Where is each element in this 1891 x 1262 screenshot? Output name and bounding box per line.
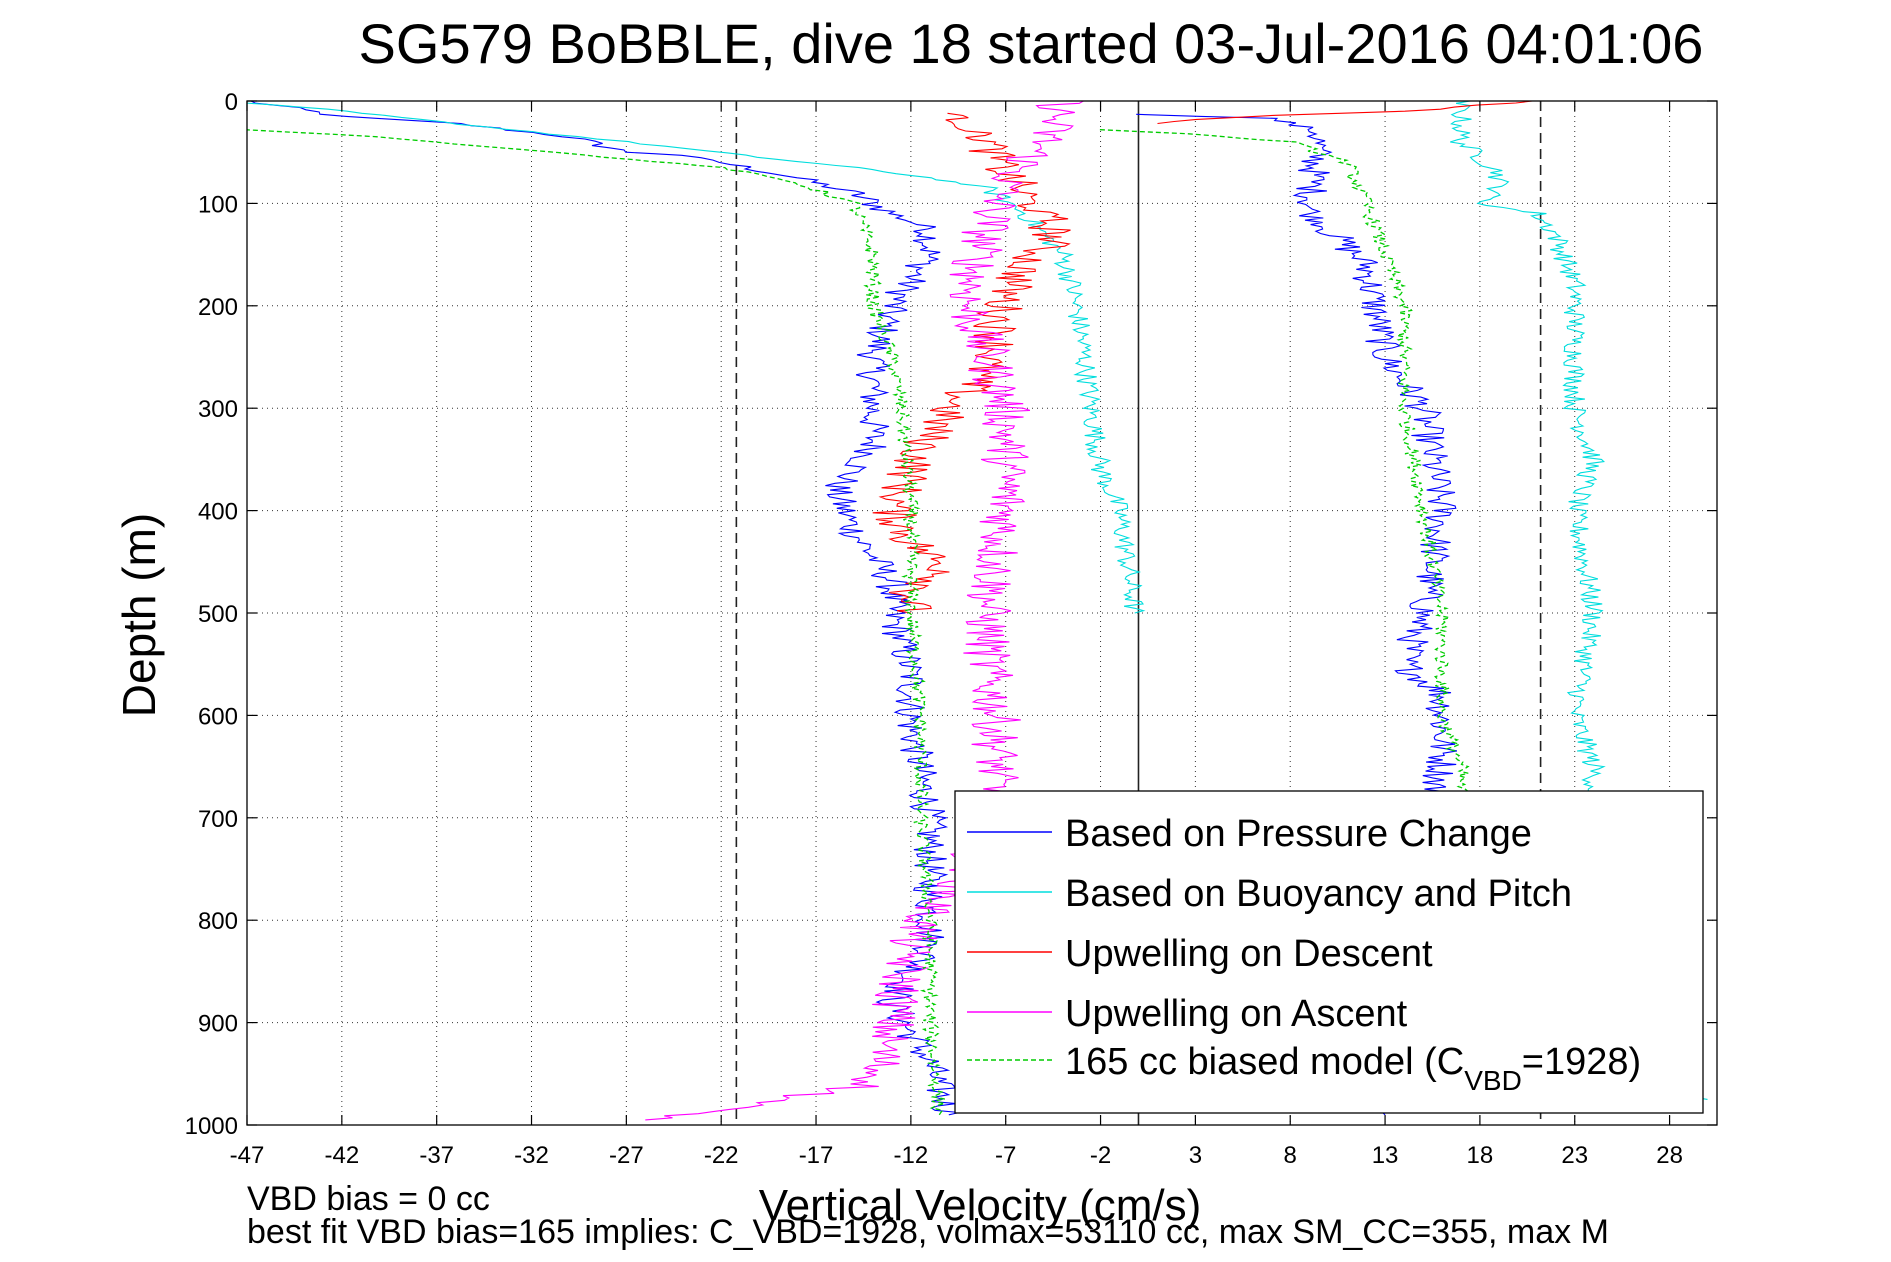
x-tick-label: -12 xyxy=(894,1142,929,1169)
legend-label-2: Upwelling on Descent xyxy=(1065,933,1433,975)
chart-title: SG579 BoBBLE, dive 18 started 03-Jul-201… xyxy=(359,12,1704,75)
legend-label-0: Based on Pressure Change xyxy=(1065,813,1532,855)
x-tick-label: -22 xyxy=(704,1142,739,1169)
footnote-best-fit: best fit VBD bias=165 implies: C_VBD=192… xyxy=(247,1213,1609,1251)
y-tick-label: 0 xyxy=(225,89,238,116)
x-tick-label: 23 xyxy=(1561,1142,1588,1169)
y-tick-label: 900 xyxy=(198,1011,238,1038)
legend: Based on Pressure Change Based on Buoyanc… xyxy=(954,790,1704,1114)
y-tick-label: 500 xyxy=(198,601,238,628)
footnote-vbd-bias: VBD bias = 0 cc xyxy=(247,1180,490,1218)
x-tick-label: -47 xyxy=(230,1142,265,1169)
x-tick-label: -32 xyxy=(514,1142,549,1169)
series-line-4 xyxy=(247,129,945,1116)
legend-label-3: Upwelling on Ascent xyxy=(1065,993,1408,1035)
y-tick-label: 200 xyxy=(198,294,238,321)
x-tick-label: -17 xyxy=(799,1142,834,1169)
x-tick-label: -7 xyxy=(995,1142,1016,1169)
y-tick-label: 300 xyxy=(198,396,238,423)
x-tick-label: -42 xyxy=(324,1142,359,1169)
x-tick-label: 8 xyxy=(1284,1142,1297,1169)
x-tick-label: -2 xyxy=(1090,1142,1111,1169)
axes-frame xyxy=(246,100,1718,1126)
y-tick-label: 400 xyxy=(198,499,238,526)
series-line-0 xyxy=(250,101,960,1116)
y-tick-label: 100 xyxy=(198,191,238,218)
series-line-1 xyxy=(247,102,1146,614)
series-line-4 xyxy=(1099,129,1470,819)
x-tick-label: 18 xyxy=(1467,1142,1494,1169)
y-axis-label: Depth (m) xyxy=(113,513,165,717)
series-line-2 xyxy=(1157,101,1533,125)
y-tick-label: 700 xyxy=(198,806,238,833)
x-tick-label: 28 xyxy=(1656,1142,1683,1169)
y-tick-label: 800 xyxy=(198,908,238,935)
x-tick-label: 3 xyxy=(1189,1142,1202,1169)
y-tick-label: 600 xyxy=(198,703,238,730)
tick-labels: -47 -42 -37 -32 -27 -22 -17 -12 -7 -2 3 8 13 18 23 28 0 1… xyxy=(185,89,1683,1169)
x-tick-label: -27 xyxy=(609,1142,644,1169)
x-tick-label: 13 xyxy=(1372,1142,1399,1169)
y-tick-label: 1000 xyxy=(185,1113,238,1140)
legend-label-1: Based on Buoyancy and Pitch xyxy=(1065,873,1572,915)
x-axis-label: Vertical Velocity (cm/s) xyxy=(759,1181,1202,1230)
legend-box xyxy=(954,790,1704,1114)
x-tick-label: -37 xyxy=(419,1142,454,1169)
